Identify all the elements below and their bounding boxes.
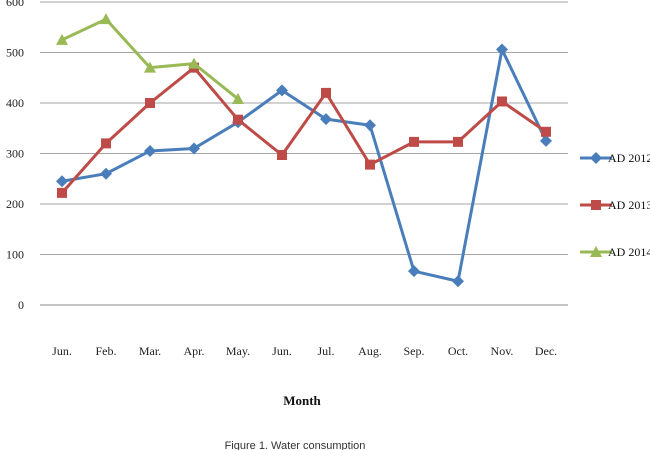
data-point: [233, 114, 243, 125]
legend-entry: AD 2014: [580, 245, 650, 259]
data-point: [364, 119, 376, 132]
data-point: [276, 84, 288, 97]
x-axis-ticks: Jun. Feb. Mar. Apr. May. Jun. Jul. Aug. Sep. Oct.…: [52, 344, 557, 358]
x-tick-label: Jun.: [52, 344, 72, 358]
data-point: [56, 33, 68, 45]
data-point: [540, 134, 552, 147]
data-point: [144, 61, 156, 73]
legend-entry: AD 2012: [580, 151, 650, 165]
data-point: [320, 113, 332, 126]
data-point: [496, 43, 508, 56]
series-ad-2014: [56, 13, 244, 104]
x-tick-label: Jul.: [317, 344, 334, 358]
x-tick-label: Nov.: [491, 344, 514, 358]
y-tick-label: 600: [6, 0, 24, 9]
data-point: [100, 13, 112, 25]
y-tick-label: 200: [6, 197, 24, 211]
data-point: [101, 138, 111, 149]
y-tick-label: 0: [18, 298, 24, 312]
y-axis-ticks: 0 100 200 300 400 500 600: [6, 0, 24, 312]
legend-marker: [590, 246, 602, 257]
figure-caption: Figure 1. Water consumption: [225, 440, 366, 450]
legend-entry: AD 2013: [580, 198, 650, 212]
x-tick-label: Feb.: [96, 344, 117, 358]
legend-marker: [590, 152, 602, 164]
x-axis-title: Month: [283, 393, 321, 408]
data-point: [57, 187, 67, 198]
legend-marker: [591, 200, 601, 210]
x-tick-label: May.: [226, 344, 250, 358]
y-tick-label: 300: [6, 147, 24, 161]
y-tick-label: 400: [6, 96, 24, 110]
data-point: [277, 150, 287, 161]
legend-label: AD 2014: [608, 245, 650, 259]
x-tick-label: Sep.: [404, 344, 425, 358]
y-tick-label: 100: [6, 248, 24, 262]
data-point: [321, 87, 331, 98]
data-point: [497, 96, 507, 107]
legend: AD 2012 AD 2013 AD 2014: [580, 151, 650, 259]
series-group: [56, 13, 552, 288]
data-point: [452, 275, 464, 288]
gridlines: [40, 1, 568, 306]
data-point: [100, 167, 112, 180]
x-tick-label: Jun.: [272, 344, 292, 358]
data-point: [365, 159, 375, 170]
x-tick-label: Oct.: [448, 344, 468, 358]
data-point: [408, 265, 420, 278]
legend-label: AD 2013: [608, 198, 650, 212]
data-point: [232, 92, 244, 104]
series-line: [61, 47, 548, 283]
x-tick-label: Mar.: [139, 344, 161, 358]
series-line: [60, 66, 547, 194]
x-tick-label: Aug.: [358, 344, 382, 358]
data-point: [56, 175, 68, 188]
data-point: [453, 136, 463, 147]
data-point: [541, 126, 551, 137]
legend-label: AD 2012: [608, 151, 650, 165]
data-point: [145, 98, 155, 108]
y-tick-label: 500: [6, 46, 24, 60]
x-tick-label: Dec.: [535, 344, 557, 358]
data-point: [409, 136, 419, 147]
x-tick-label: Apr.: [184, 344, 205, 358]
series-ad-2012: [56, 43, 552, 288]
data-point: [144, 144, 156, 157]
data-point: [188, 57, 200, 69]
data-point: [188, 142, 200, 155]
